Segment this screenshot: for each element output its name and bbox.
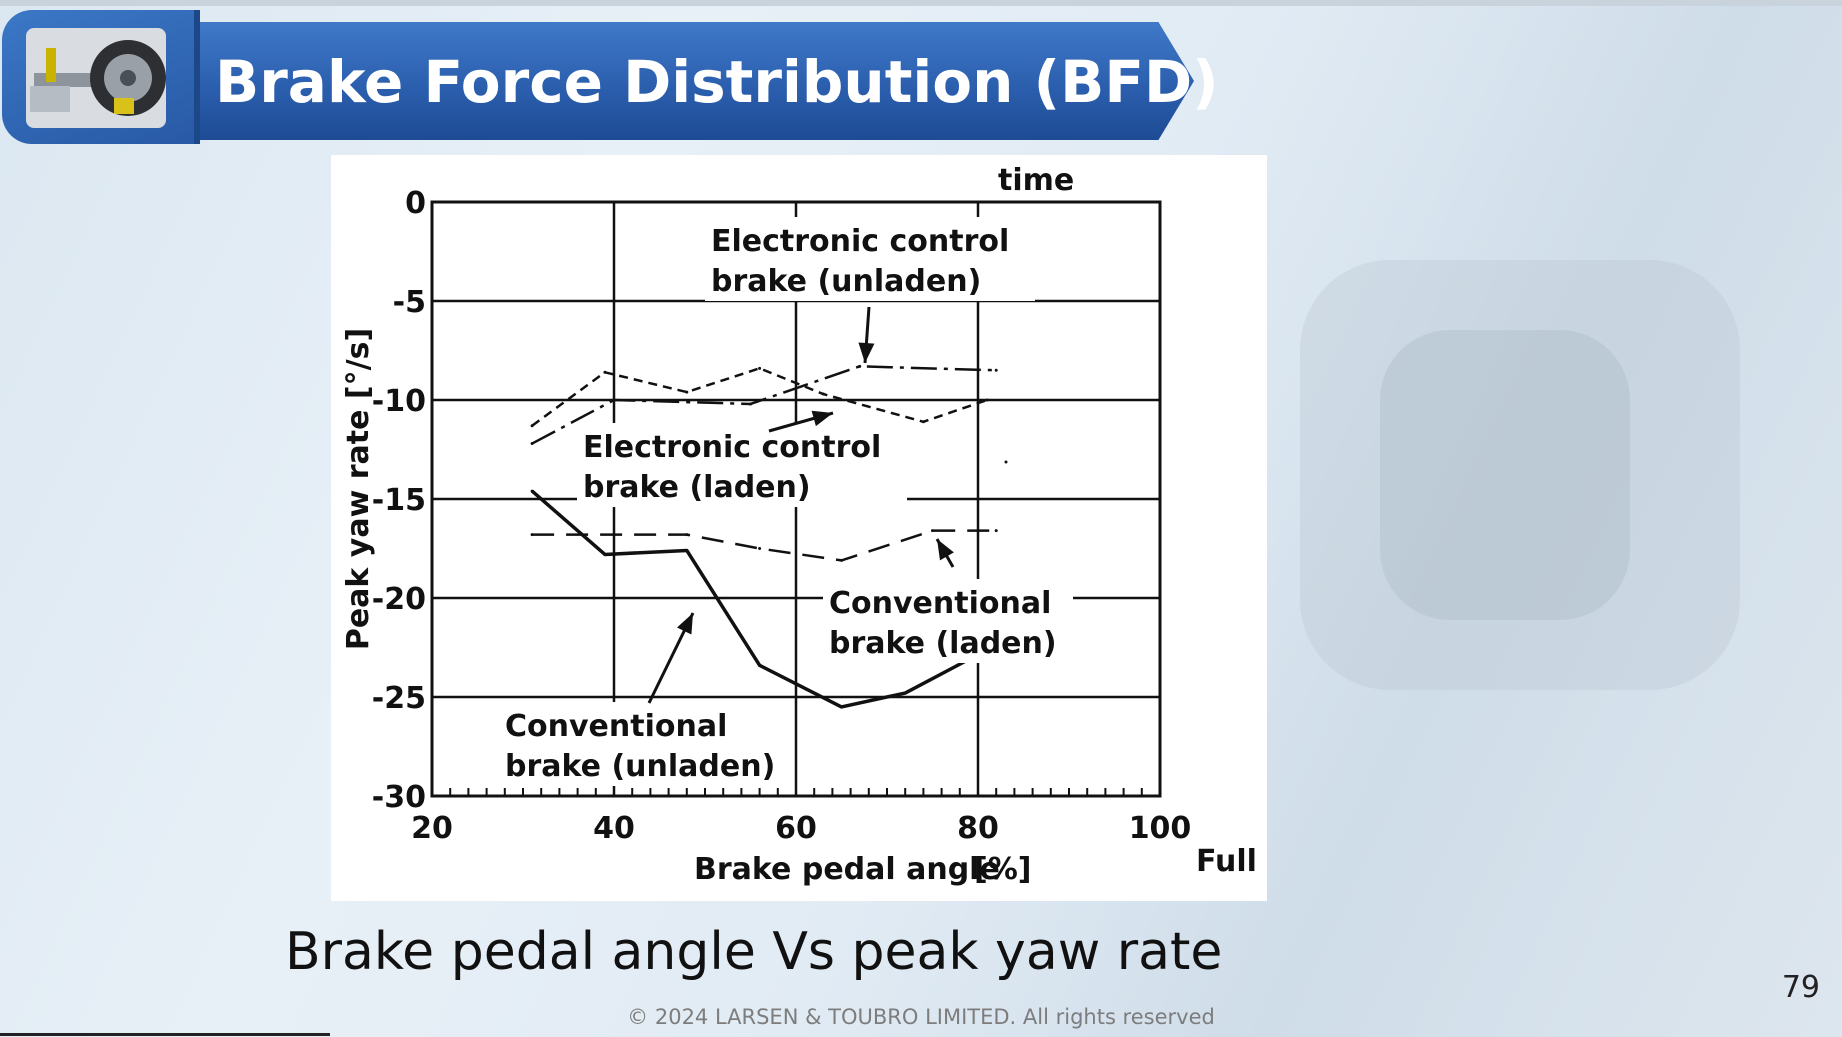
annotation-line1: Conventional <box>505 709 727 744</box>
logo-panel <box>2 10 200 144</box>
y-tick-label: -15 <box>372 483 426 518</box>
arrowhead <box>677 613 693 635</box>
slide-title: Brake Force Distribution (BFD) <box>215 48 1219 116</box>
data-point <box>530 442 534 446</box>
annotation-bg <box>499 702 749 786</box>
data-point <box>685 548 689 552</box>
x-tick-label: 20 <box>411 811 453 846</box>
data-point <box>921 420 925 424</box>
y-tick-label: -20 <box>372 582 426 617</box>
data-point <box>749 402 752 406</box>
x-axis-end-label: Full brake <box>1196 844 1267 879</box>
arrowhead <box>811 410 833 427</box>
bottom-rule <box>0 1033 330 1036</box>
data-point <box>685 390 689 394</box>
data-point <box>530 533 534 537</box>
data-point <box>903 691 907 695</box>
data-point <box>758 366 762 370</box>
data-point <box>994 529 998 533</box>
annotation-bg <box>577 423 907 507</box>
data-point <box>994 368 998 372</box>
data-point <box>612 398 616 402</box>
y-tick-label: -5 <box>393 285 426 320</box>
y-axis-label: Peak yaw rate [°/s] <box>341 328 376 650</box>
top-edge <box>0 0 1842 6</box>
speck <box>1004 460 1008 464</box>
top-label-time: time <box>998 163 1074 198</box>
data-point <box>758 547 762 550</box>
data-point <box>985 398 989 402</box>
car-suspension-wheel-icon <box>26 28 166 128</box>
y-tick-label: -10 <box>372 384 426 419</box>
data-point <box>758 663 762 667</box>
annotation-line2: brake (laden) <box>583 470 811 505</box>
x-tick-label: 60 <box>775 811 817 846</box>
arrowhead <box>937 539 954 561</box>
annotation-line2: brake (unladen) <box>505 749 775 784</box>
x-tick-label: 40 <box>593 811 635 846</box>
annotation-line2: brake (unladen) <box>711 264 981 299</box>
y-tick-label: -30 <box>372 780 426 815</box>
annotation-line1: Electronic control <box>583 430 881 465</box>
y-tick-label: 0 <box>405 186 426 221</box>
data-point <box>530 489 534 493</box>
arrowhead <box>858 342 875 363</box>
series-line-3 <box>532 529 997 562</box>
chart-panel: 0 -5 -10 -15 -20 -25 -30 20 40 60 80 100 Brake pedal… <box>331 155 1267 901</box>
data-point <box>821 392 825 396</box>
series-line-2 <box>531 367 988 427</box>
data-point <box>858 364 862 368</box>
data-point <box>603 552 607 556</box>
data-point <box>685 533 689 537</box>
data-point <box>603 370 607 374</box>
slide-caption: Brake pedal angle Vs peak yaw rate <box>285 922 1223 982</box>
annotation-line2: brake (laden) <box>829 626 1057 661</box>
x-axis-unit: [%] <box>974 852 1031 887</box>
x-axis-label: Brake pedal angle <box>694 852 1000 887</box>
data-point <box>840 705 843 709</box>
data-point <box>840 558 843 562</box>
background-shape <box>1300 260 1740 690</box>
page-number: 79 <box>1781 970 1820 1005</box>
title-banner <box>178 22 1194 140</box>
annotation-line1: Conventional <box>829 586 1051 621</box>
background-shape <box>1380 330 1630 620</box>
annotation-bg <box>823 579 1073 663</box>
data-point <box>530 424 534 428</box>
footer-copyright: © 2024 LARSEN & TOUBRO LIMITED. All righ… <box>627 1005 1215 1029</box>
x-tick-label: 80 <box>957 811 999 846</box>
annotation-bg <box>705 217 1035 301</box>
annotation-line1: Electronic control <box>711 224 1009 259</box>
data-point <box>931 529 934 533</box>
x-tick-label: 100 <box>1129 811 1192 846</box>
y-tick-label: -25 <box>372 681 426 716</box>
